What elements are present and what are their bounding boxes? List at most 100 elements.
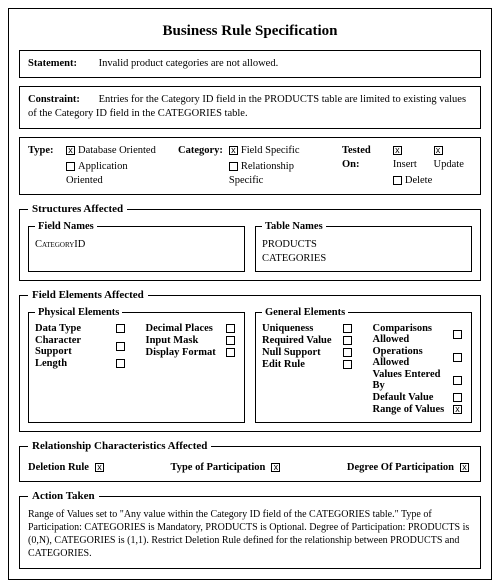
- checkbox-icon[interactable]: [229, 162, 238, 171]
- category-options: Field Specific Relationship Specific: [229, 144, 323, 189]
- statement-row: Statement: Invalid product categories ar…: [19, 50, 481, 78]
- checkbox-icon[interactable]: [393, 146, 402, 155]
- element-item: Character Support: [35, 335, 128, 357]
- statement-text: Invalid product categories are not allow…: [99, 58, 279, 69]
- checkbox-icon[interactable]: [343, 360, 352, 369]
- element-item: Length: [35, 358, 128, 369]
- form-title: Business Rule Specification: [19, 23, 481, 40]
- structures-legend: Structures Affected: [28, 203, 127, 215]
- element-item: Range of Values: [373, 404, 466, 415]
- field-names-box: Field Names CategoryID: [28, 221, 245, 272]
- relationship-label: Degree Of Participation: [347, 462, 454, 473]
- tested-options: Insert Update Delete: [393, 144, 472, 189]
- elements-section: Field Elements Affected Physical Element…: [19, 289, 481, 432]
- checkbox-icon[interactable]: [95, 463, 104, 472]
- checkbox-icon[interactable]: [343, 336, 352, 345]
- table-names-box: Table Names PRODUCTSCATEGORIES: [255, 221, 472, 272]
- checkbox-icon[interactable]: [116, 359, 125, 368]
- type-row: Type: Database Oriented Application Orien…: [19, 137, 481, 196]
- element-label: Edit Rule: [262, 359, 339, 370]
- checkbox-icon[interactable]: [460, 463, 469, 472]
- checkbox-icon[interactable]: [453, 405, 462, 414]
- checkbox-icon[interactable]: [226, 336, 235, 345]
- physical-legend: Physical Elements: [35, 307, 122, 318]
- element-item: Input Mask: [146, 335, 239, 346]
- checkbox-icon[interactable]: [453, 393, 462, 402]
- element-item: Edit Rule: [262, 359, 355, 370]
- element-label: Required Value: [262, 335, 339, 346]
- type-label: Type:: [28, 144, 60, 158]
- element-label: Null Support: [262, 347, 339, 358]
- checkbox-icon[interactable]: [434, 146, 443, 155]
- element-label: Operations Allowed: [373, 346, 450, 368]
- relationship-legend: Relationship Characteristics Affected: [28, 440, 211, 452]
- element-item: Data Type: [35, 323, 128, 334]
- relationship-item: Deletion Rule: [28, 462, 107, 473]
- relationship-section: Relationship Characteristics Affected De…: [19, 440, 481, 482]
- relationship-item: Type of Participation: [170, 462, 283, 473]
- field-names-legend: Field Names: [35, 221, 97, 232]
- element-label: Length: [35, 358, 112, 369]
- relationship-item: Degree Of Participation: [347, 462, 472, 473]
- element-label: Uniqueness: [262, 323, 339, 334]
- option-label: Application Oriented: [66, 161, 128, 186]
- element-label: Display Format: [146, 347, 223, 358]
- checkbox-icon[interactable]: [343, 348, 352, 357]
- checkbox-icon[interactable]: [116, 342, 125, 351]
- checkbox-icon[interactable]: [453, 376, 462, 385]
- element-item: Comparisons Allowed: [373, 323, 466, 345]
- element-item: Default Value: [373, 392, 466, 403]
- option-label: Update: [434, 159, 464, 170]
- relationship-label: Type of Participation: [170, 462, 265, 473]
- element-label: Input Mask: [146, 335, 223, 346]
- element-label: Values Entered By: [373, 369, 450, 391]
- action-legend: Action Taken: [28, 490, 99, 502]
- option-label: Field Specific: [241, 145, 300, 156]
- element-item: Display Format: [146, 347, 239, 358]
- type-options: Database Oriented Application Oriented: [66, 144, 159, 189]
- table-names-legend: Table Names: [262, 221, 326, 232]
- statement-label: Statement:: [28, 57, 96, 71]
- element-label: Decimal Places: [146, 323, 223, 334]
- checkbox-icon[interactable]: [66, 162, 75, 171]
- checkbox-icon[interactable]: [226, 324, 235, 333]
- physical-elements-box: Physical Elements Data TypeCharacter Sup…: [28, 307, 245, 423]
- action-section: Action Taken Range of Values set to "Any…: [19, 490, 481, 569]
- element-item: Decimal Places: [146, 323, 239, 334]
- checkbox-icon[interactable]: [229, 146, 238, 155]
- element-label: Data Type: [35, 323, 112, 334]
- option-label: Database Oriented: [78, 145, 156, 156]
- option-label: Insert: [393, 159, 417, 170]
- category-label: Category:: [178, 144, 223, 158]
- option: Database Oriented: [66, 144, 159, 158]
- option: Field Specific: [229, 144, 323, 158]
- element-label: Comparisons Allowed: [373, 323, 450, 345]
- action-text: Range of Values set to "Any value within…: [28, 508, 472, 560]
- element-item: Null Support: [262, 347, 355, 358]
- element-item: Required Value: [262, 335, 355, 346]
- element-item: Operations Allowed: [373, 346, 466, 368]
- list-item: PRODUCTS: [262, 238, 465, 252]
- relationship-label: Deletion Rule: [28, 462, 89, 473]
- element-item: Values Entered By: [373, 369, 466, 391]
- checkbox-icon[interactable]: [453, 330, 462, 339]
- checkbox-icon[interactable]: [453, 353, 462, 362]
- checkbox-icon[interactable]: [393, 176, 402, 185]
- option: Relationship Specific: [229, 160, 323, 188]
- checkbox-icon[interactable]: [226, 348, 235, 357]
- general-elements-box: General Elements UniquenessRequired Valu…: [255, 307, 472, 423]
- list-item: CATEGORIES: [262, 252, 465, 266]
- element-label: Range of Values: [373, 404, 450, 415]
- constraint-row: Constraint: Entries for the Category ID …: [19, 86, 481, 128]
- checkbox-icon[interactable]: [116, 324, 125, 333]
- checkbox-icon[interactable]: [271, 463, 280, 472]
- checkbox-icon[interactable]: [66, 146, 75, 155]
- option: Application Oriented: [66, 160, 159, 188]
- option-label: Relationship Specific: [229, 161, 294, 186]
- general-legend: General Elements: [262, 307, 348, 318]
- checkbox-icon[interactable]: [343, 324, 352, 333]
- elements-legend: Field Elements Affected: [28, 289, 148, 301]
- option: Delete: [393, 174, 432, 188]
- element-label: Character Support: [35, 335, 112, 357]
- constraint-label: Constraint:: [28, 93, 96, 107]
